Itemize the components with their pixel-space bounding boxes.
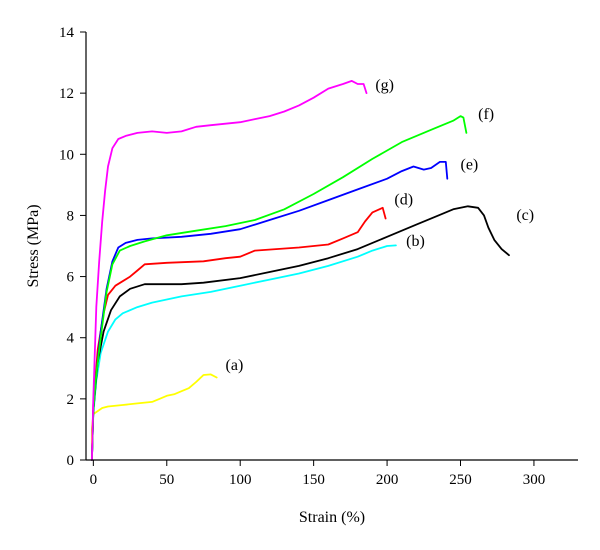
series-label-1: (b) — [406, 233, 425, 250]
y-tick-label: 2 — [67, 392, 75, 408]
x-tick-label: 50 — [159, 472, 174, 488]
series-line-6 — [91, 80, 368, 461]
x-tick-label: 0 — [90, 472, 98, 488]
axes — [85, 32, 578, 461]
y-tick-label: 14 — [59, 25, 75, 41]
series-line-2 — [91, 205, 510, 461]
y-tick-label: 4 — [67, 331, 75, 347]
y-tick-label: 8 — [67, 208, 75, 224]
series-label-2: (c) — [516, 207, 534, 224]
x-tick-label: 300 — [523, 472, 546, 488]
y-tick-label: 0 — [67, 453, 75, 469]
series-label-4: (e) — [461, 157, 479, 174]
y-ticks: 0 2 4 6 8 10 12 14 — [59, 25, 86, 469]
series-lines — [91, 80, 510, 461]
y-tick-label: 10 — [59, 147, 74, 163]
y-tick-label: 12 — [59, 86, 74, 102]
series-label-6: (g) — [375, 77, 394, 94]
series-label-3: (d) — [394, 192, 413, 209]
x-tick-label: 150 — [302, 472, 325, 488]
series-label-0: (a) — [226, 357, 244, 374]
x-axis-title: Strain (%) — [299, 509, 365, 526]
series-line-1 — [91, 244, 397, 461]
x-tick-label: 200 — [376, 472, 399, 488]
series-labels: (a) (b) (c) (d) (e) (f) (g) — [226, 77, 535, 374]
y-axis-title: Stress (MPa) — [25, 204, 42, 287]
series-line-0 — [91, 373, 218, 461]
x-tick-label: 250 — [449, 472, 472, 488]
x-ticks: 0 50 100 150 200 250 300 — [90, 460, 546, 488]
series-label-5: (f) — [478, 106, 494, 123]
x-tick-label: 100 — [229, 472, 252, 488]
series-line-5 — [91, 115, 468, 461]
y-tick-label: 6 — [67, 270, 75, 286]
series-line-3 — [91, 206, 387, 461]
